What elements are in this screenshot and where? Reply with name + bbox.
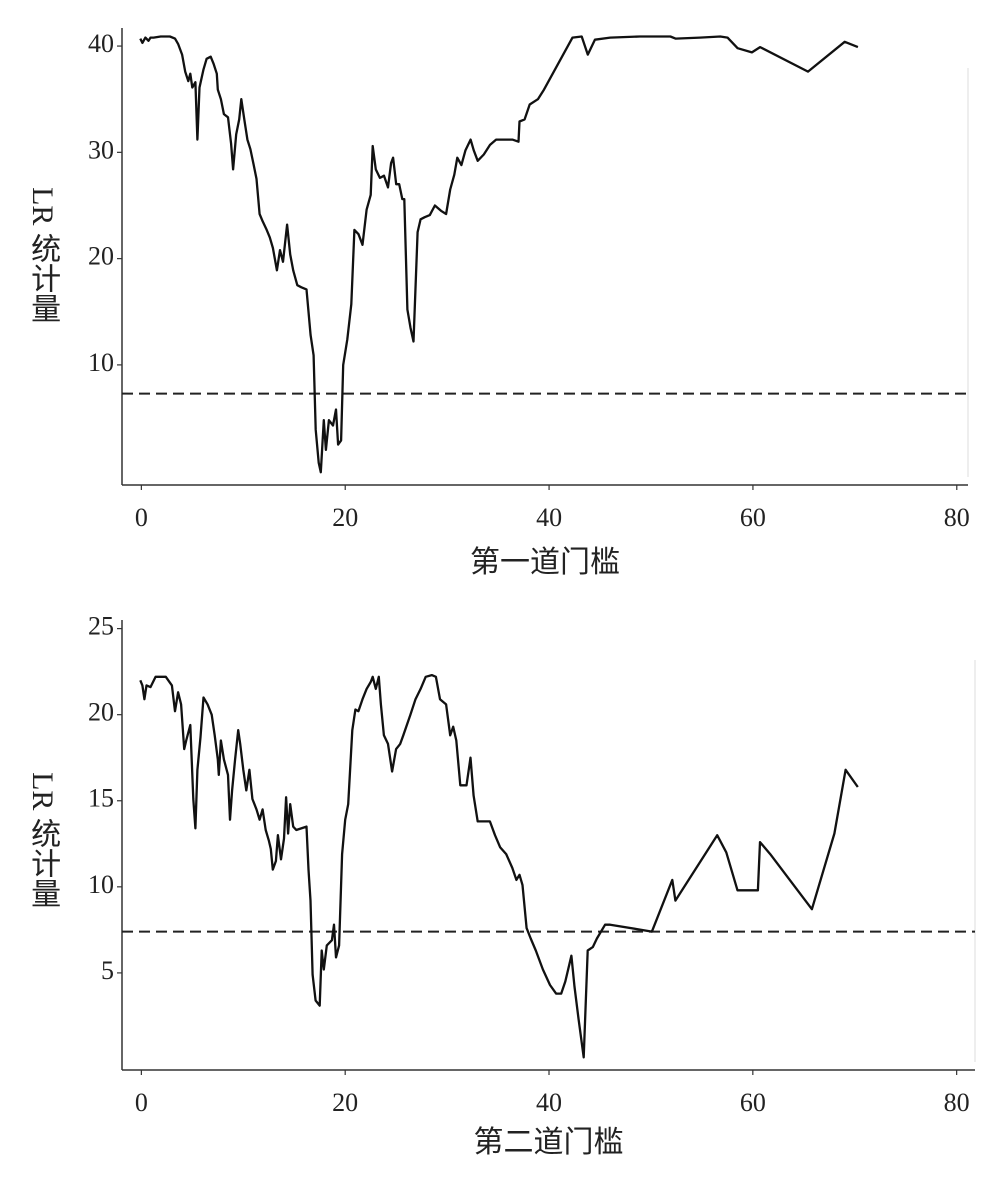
x-tick-label: 40: [536, 503, 562, 532]
data-line: [139, 35, 859, 474]
y-tick-label: 10: [88, 870, 114, 899]
x-tick-label: 0: [135, 1088, 148, 1117]
x-axis-title: 第一道门槛: [470, 546, 620, 579]
y-tick-label: 25: [88, 612, 114, 641]
x-tick-label: 80: [944, 503, 970, 532]
x-tick-label: 20: [332, 503, 358, 532]
x-tick-label: 80: [944, 1088, 970, 1117]
data-line: [139, 673, 859, 1059]
y-axis-title: LR 统计量: [26, 772, 61, 908]
x-axis-title: 第二道门槛: [474, 1126, 624, 1159]
y-axis-title: LR 统计量: [26, 187, 61, 323]
y-tick-label: 20: [88, 242, 114, 271]
y-tick-label: 40: [88, 29, 114, 58]
y-tick-label: 5: [101, 956, 114, 985]
y-tick-label: 30: [88, 135, 114, 164]
y-tick-label: 15: [88, 784, 114, 813]
x-tick-label: 60: [740, 1088, 766, 1117]
x-tick-label: 20: [332, 1088, 358, 1117]
x-tick-label: 0: [135, 503, 148, 532]
y-tick-label: 20: [88, 698, 114, 727]
y-tick-label: 10: [88, 348, 114, 377]
x-tick-label: 60: [740, 503, 766, 532]
x-tick-label: 40: [536, 1088, 562, 1117]
